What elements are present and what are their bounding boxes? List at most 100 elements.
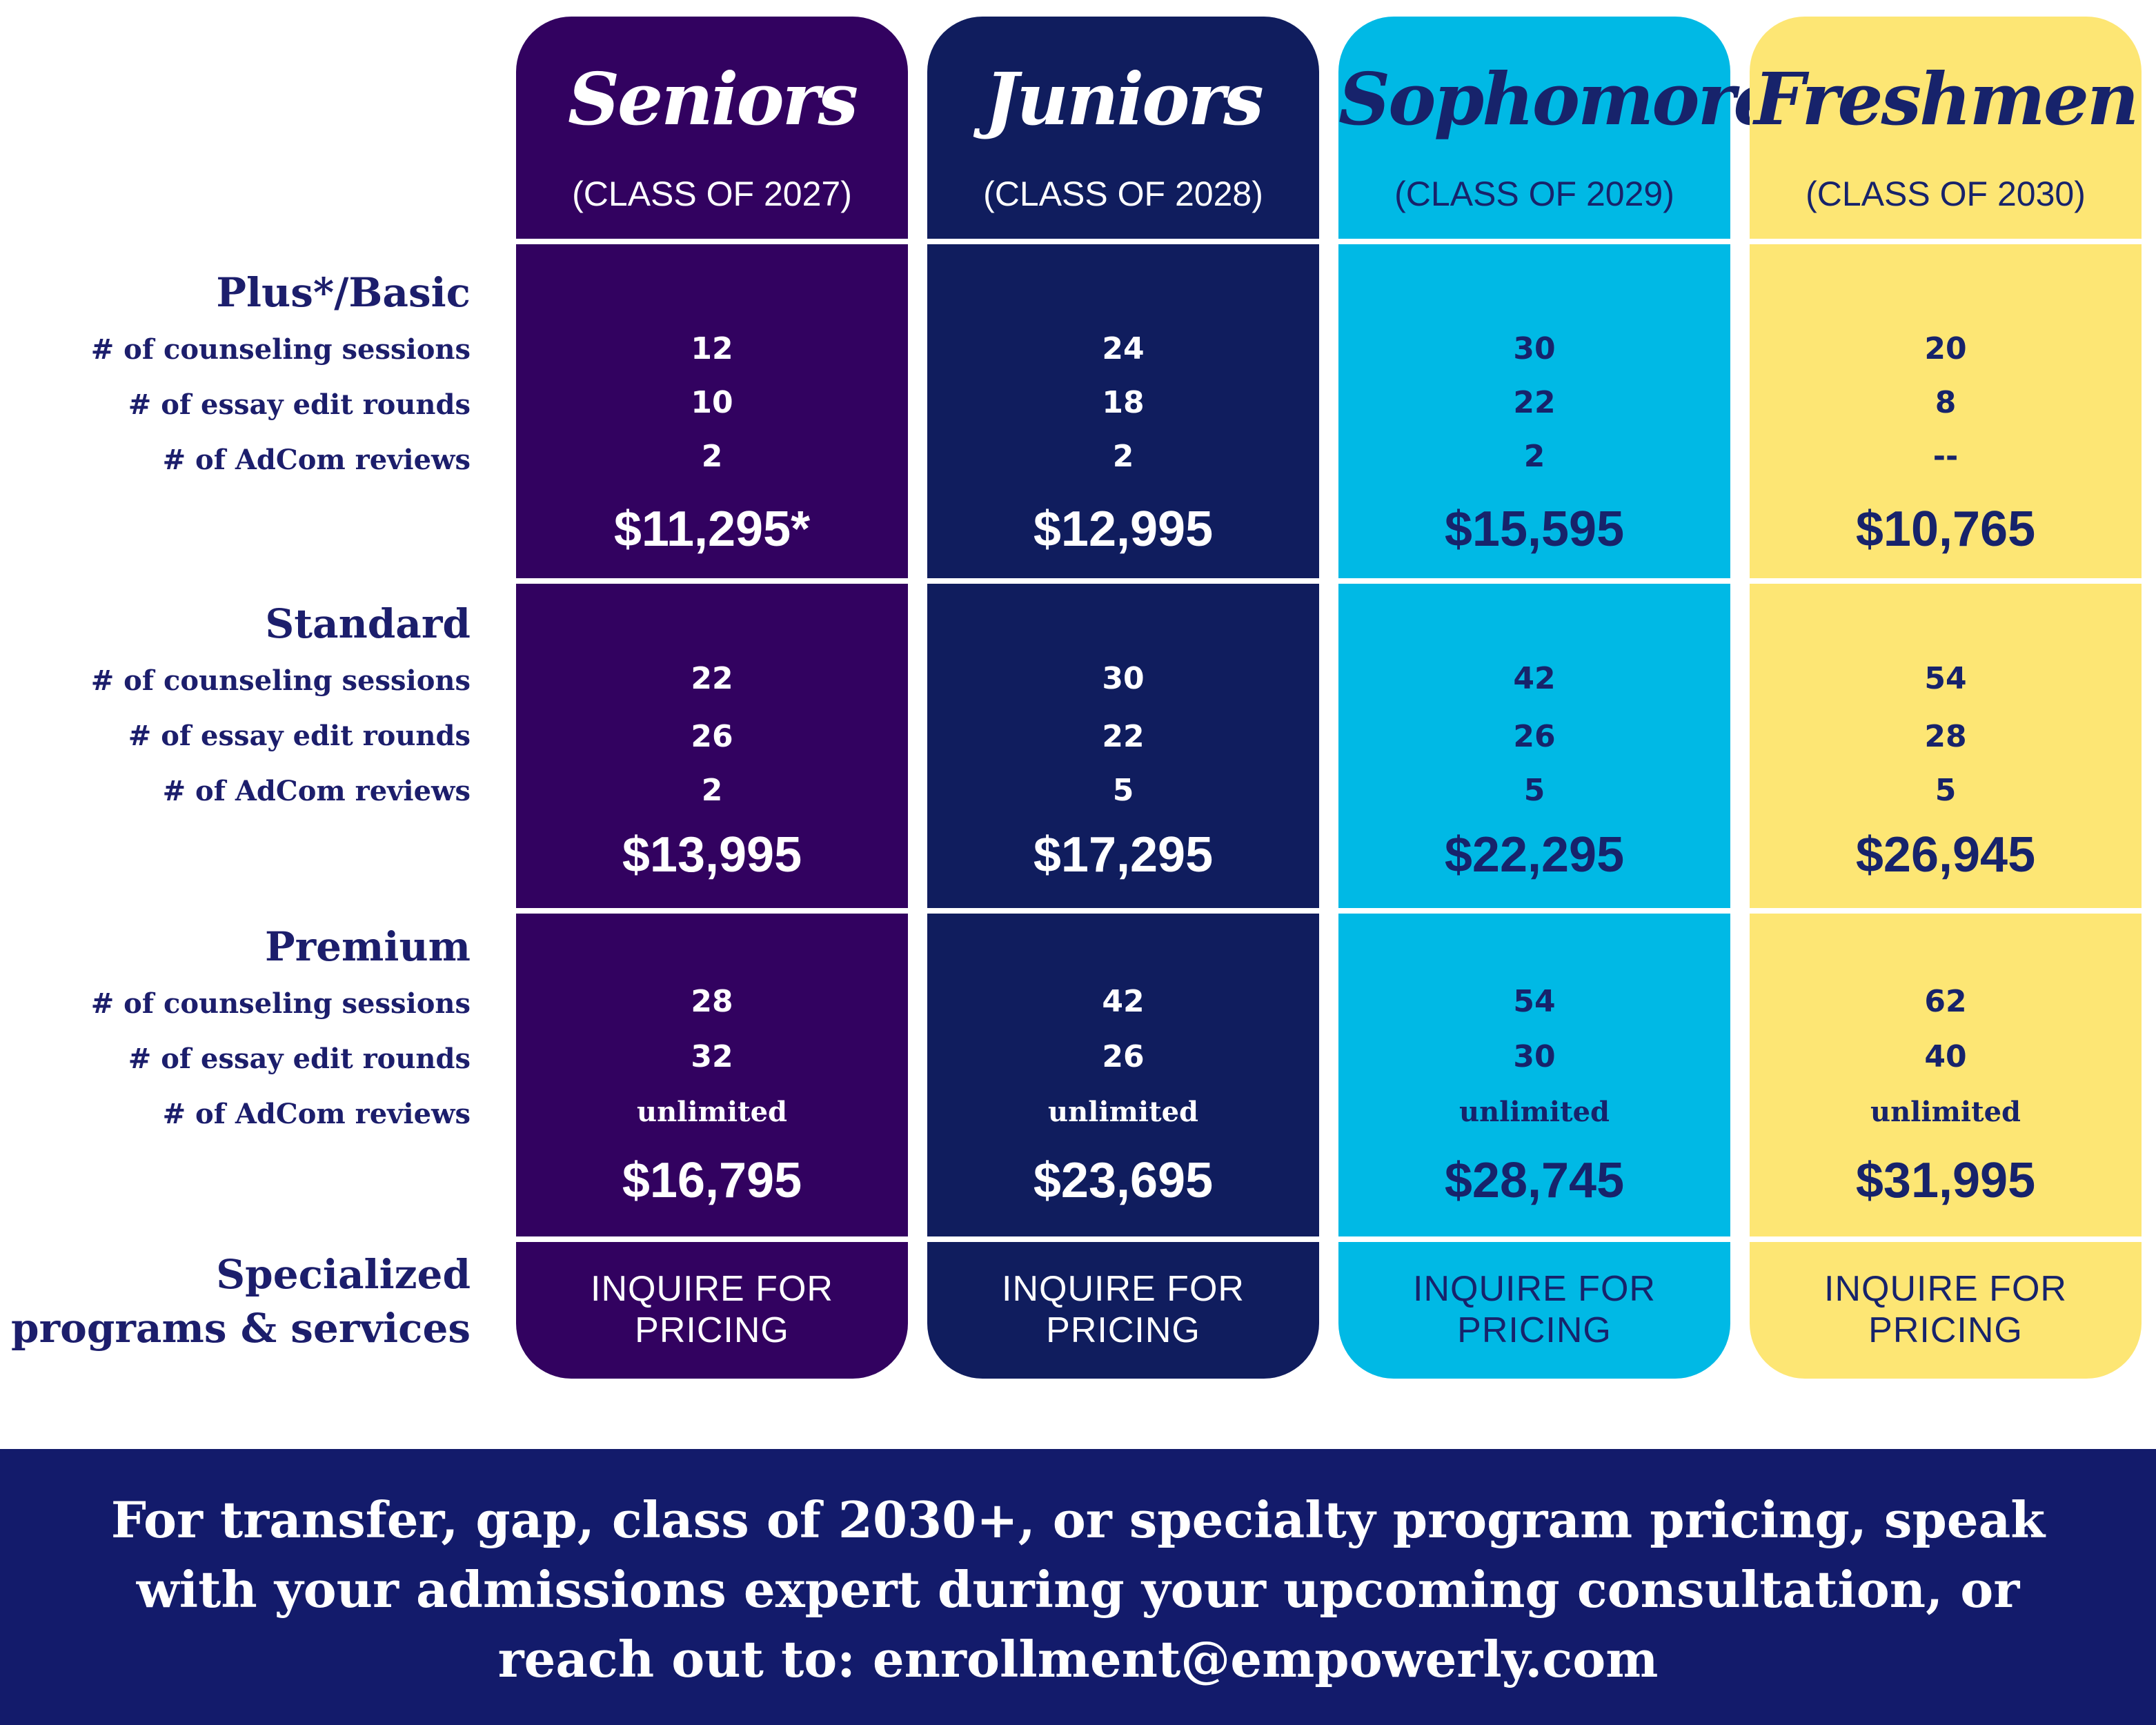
column-header: Freshmen (CLASS OF 2030)	[1750, 17, 2142, 239]
adcom-reviews-value: 5	[1112, 773, 1134, 808]
row-label-sessions: # of counseling sessions	[90, 987, 471, 1020]
inquire-cell: INQUIRE FOR PRICING	[1750, 1242, 2142, 1379]
essay-edits-value: 22	[1102, 719, 1145, 754]
tier-cell-basic: 24 18 2 $12,995	[927, 244, 1319, 578]
tier-cell-basic: 20 8 -- $10,765	[1750, 244, 2142, 578]
inquire-line-1: INQUIRE FOR	[1413, 1269, 1656, 1309]
inquire-cell: INQUIRE FOR PRICING	[927, 1242, 1319, 1379]
price: $10,765	[1855, 502, 2036, 557]
row-label-edits: # of essay edit rounds	[128, 388, 471, 421]
adcom-reviews-value: unlimited	[1870, 1096, 2021, 1128]
price: $22,295	[1444, 827, 1625, 883]
inquire-for-pricing: INQUIRE FOR PRICING	[1338, 1268, 1730, 1351]
inquire-line-2: PRICING	[1868, 1310, 2023, 1350]
price: $12,995	[1033, 502, 1214, 557]
adcom-reviews-value: 5	[1935, 773, 1957, 808]
tier-cell-premium: 54 30 unlimited $28,745	[1338, 914, 1730, 1236]
inquire-line-1: INQUIRE FOR	[1002, 1269, 1245, 1309]
essay-edits-value: 26	[1102, 1039, 1145, 1074]
column-header: Juniors (CLASS OF 2028)	[927, 17, 1319, 239]
inquire-for-pricing: INQUIRE FOR PRICING	[516, 1268, 908, 1351]
tier-cell-basic: 30 22 2 $15,595	[1338, 244, 1730, 578]
inquire-line-2: PRICING	[1457, 1310, 1612, 1350]
tier-cell-basic: 12 10 2 $11,295*	[516, 244, 908, 578]
essay-edits-value: 26	[691, 719, 733, 754]
column-class-year: (CLASS OF 2027)	[572, 175, 852, 213]
tier-cell-standard: 54 28 5 $26,945	[1750, 584, 2142, 908]
price: $15,595	[1444, 502, 1625, 557]
counseling-sessions-value: 42	[1513, 661, 1556, 696]
footer-line-1: For transfer, gap, class of 2030+, or sp…	[110, 1490, 2046, 1549]
adcom-reviews-value: 2	[1523, 439, 1545, 474]
tier-cell-standard: 22 26 2 $13,995	[516, 584, 908, 908]
tier-cell-standard: 30 22 5 $17,295	[927, 584, 1319, 908]
tier-label-basic: Plus*/Basic	[216, 269, 471, 316]
footer-line-3: reach out to: enrollment@empowerly.com	[497, 1630, 1659, 1688]
counseling-sessions-value: 22	[691, 661, 733, 696]
essay-edits-value: 22	[1513, 385, 1556, 420]
counseling-sessions-value: 24	[1102, 331, 1145, 366]
tier-label-specialized: Specialized programs & services	[11, 1248, 471, 1355]
row-label-reviews: # of AdCom reviews	[162, 775, 471, 807]
column-class-year: (CLASS OF 2029)	[1394, 175, 1674, 213]
column-juniors: Juniors (CLASS OF 2028) 24 18 2 $12,995 30 22 5 $…	[927, 0, 1319, 1387]
column-sophomores: Sophomores (CLASS OF 2029) 30 22 2 $15,595 42 2…	[1338, 0, 1817, 1387]
counseling-sessions-value: 62	[1924, 984, 1967, 1019]
adcom-reviews-value: --	[1932, 439, 1959, 474]
tier-cell-premium: 62 40 unlimited $31,995	[1750, 914, 2142, 1236]
inquire-cell: INQUIRE FOR PRICING	[1338, 1242, 1730, 1379]
row-label-reviews: # of AdCom reviews	[162, 444, 471, 476]
counseling-sessions-value: 30	[1102, 661, 1145, 696]
essay-edits-value: 10	[691, 385, 733, 420]
row-label-sessions: # of counseling sessions	[90, 333, 471, 366]
column-header: Sophomores (CLASS OF 2029)	[1338, 17, 1817, 239]
tier-cell-standard: 42 26 5 $22,295	[1338, 584, 1730, 908]
tier-cell-premium: 28 32 unlimited $16,795	[516, 914, 908, 1236]
adcom-reviews-value: 2	[1112, 439, 1134, 474]
inquire-cell: INQUIRE FOR PRICING	[516, 1242, 908, 1379]
column-title: Sophomores	[1338, 57, 1817, 141]
tier-label-standard: Standard	[265, 600, 471, 647]
price: $11,295*	[613, 502, 811, 557]
counseling-sessions-value: 28	[691, 984, 733, 1019]
row-label-edits: # of essay edit rounds	[128, 1043, 471, 1075]
column-freshmen: Freshmen (CLASS OF 2030) 20 8 -- $10,765 54 28 5…	[1750, 0, 2142, 1387]
essay-edits-value: 28	[1924, 719, 1967, 754]
essay-edits-value: 40	[1924, 1039, 1967, 1074]
adcom-reviews-value: 5	[1523, 773, 1545, 808]
inquire-for-pricing: INQUIRE FOR PRICING	[927, 1268, 1319, 1351]
column-seniors: Seniors (CLASS OF 2027) 12 10 2 $11,295* 22 26 2…	[516, 0, 908, 1387]
essay-edits-value: 8	[1935, 385, 1957, 420]
essay-edits-value: 18	[1102, 385, 1145, 420]
adcom-reviews-value: unlimited	[1048, 1096, 1198, 1128]
counseling-sessions-value: 30	[1513, 331, 1556, 366]
adcom-reviews-value: unlimited	[637, 1096, 787, 1128]
column-header: Seniors (CLASS OF 2027)	[516, 17, 908, 239]
inquire-line-2: PRICING	[1046, 1310, 1200, 1350]
column-class-year: (CLASS OF 2030)	[1806, 175, 2086, 213]
column-class-year: (CLASS OF 2028)	[983, 175, 1263, 213]
tier-label-premium: Premium	[264, 923, 471, 970]
footer-banner: For transfer, gap, class of 2030+, or sp…	[0, 1449, 2156, 1725]
specialized-line-2: programs & services	[11, 1305, 471, 1352]
column-title: Seniors	[567, 57, 858, 141]
row-label-reviews: # of AdCom reviews	[162, 1098, 471, 1130]
price: $13,995	[622, 827, 802, 883]
price: $16,795	[622, 1153, 802, 1208]
row-label-edits: # of essay edit rounds	[128, 720, 471, 752]
price: $26,945	[1855, 827, 2036, 883]
inquire-for-pricing: INQUIRE FOR PRICING	[1750, 1268, 2142, 1351]
price: $28,745	[1444, 1153, 1625, 1208]
adcom-reviews-value: 2	[701, 439, 723, 474]
counseling-sessions-value: 12	[691, 331, 733, 366]
footer-line-2: with your admissions expert during your …	[136, 1560, 2020, 1619]
counseling-sessions-value: 42	[1102, 984, 1145, 1019]
adcom-reviews-value: unlimited	[1459, 1096, 1610, 1128]
counseling-sessions-value: 54	[1513, 984, 1556, 1019]
row-label-sessions: # of counseling sessions	[90, 664, 471, 697]
inquire-line-1: INQUIRE FOR	[1824, 1269, 2067, 1309]
essay-edits-value: 26	[1513, 719, 1556, 754]
tier-cell-premium: 42 26 unlimited $23,695	[927, 914, 1319, 1236]
essay-edits-value: 30	[1513, 1039, 1556, 1074]
